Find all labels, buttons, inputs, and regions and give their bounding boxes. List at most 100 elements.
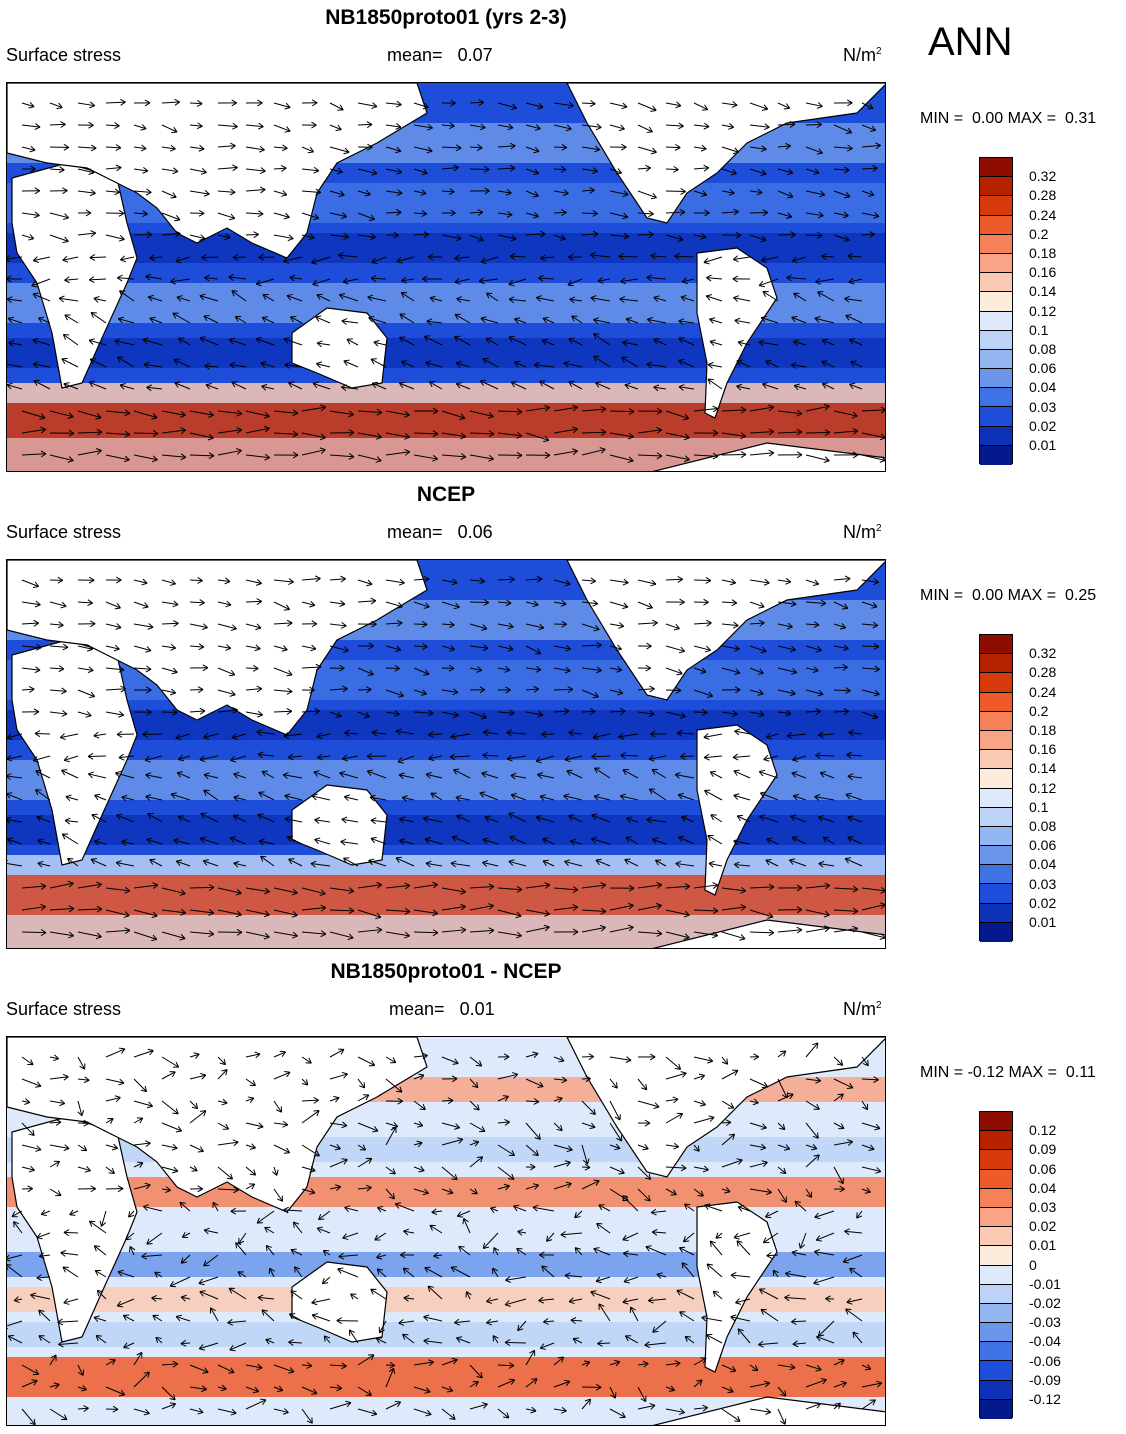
stress-arrow [121, 796, 135, 801]
stress-arrow [77, 1078, 90, 1081]
stress-arrowhead [793, 292, 800, 299]
stress-arrowhead [67, 857, 74, 864]
stress-arrow [581, 102, 596, 105]
stress-arrow [763, 755, 779, 761]
stress-arrowhead [369, 794, 376, 802]
stress-arrowhead [762, 209, 769, 217]
stress-arrow [169, 1276, 191, 1287]
stress-arrowhead [732, 255, 739, 263]
stress-arrow [21, 1380, 38, 1388]
stress-arrowhead [432, 909, 439, 917]
stress-arrowhead [567, 686, 574, 693]
stress-arrow [301, 1386, 318, 1395]
stress-arrowhead [479, 686, 486, 694]
stress-arrow [497, 145, 516, 148]
stress-arrow [618, 255, 639, 258]
stress-arrowhead [880, 886, 885, 894]
stress-arrow [212, 1202, 219, 1212]
stress-arrow [7, 819, 23, 823]
stress-arrow [509, 298, 527, 302]
stress-arrow [749, 601, 765, 608]
stress-arrow [342, 1232, 359, 1239]
stress-arrowhead [515, 911, 522, 919]
stress-arrow [245, 688, 262, 691]
stress-arrowhead [595, 123, 602, 131]
stress-arrowhead [121, 794, 128, 802]
stress-arrowhead [366, 769, 374, 776]
stress-arrow [480, 380, 499, 390]
stress-arrowhead [872, 164, 878, 172]
stress-arrowhead [38, 1335, 45, 1342]
stress-arrowhead [258, 838, 265, 846]
stress-arrowhead [791, 668, 798, 675]
stress-arrow [323, 1335, 331, 1344]
stress-arrowhead [760, 235, 767, 243]
stress-arrow [312, 278, 331, 286]
stress-arrowhead [879, 433, 885, 441]
stress-arrowhead [449, 1413, 456, 1420]
stress-arrow [283, 733, 303, 737]
stress-arrowhead [140, 1085, 148, 1093]
stress-arrow [649, 788, 667, 801]
stress-arrowhead [427, 123, 433, 131]
stress-arrow [105, 1386, 125, 1396]
stress-arrow [553, 601, 567, 605]
stress-arrow [385, 1056, 397, 1064]
stress-arrow [293, 1221, 303, 1234]
stress-arrow [284, 795, 303, 801]
stress-arrow [273, 124, 291, 132]
stress-arrowhead [758, 619, 765, 627]
stress-arrow [454, 278, 471, 283]
stress-arrowhead [583, 1360, 591, 1367]
stress-arrow [721, 711, 738, 715]
stress-arrow [534, 364, 555, 368]
stress-arrow [413, 1142, 423, 1146]
stress-arrow [133, 623, 154, 628]
stress-arrowhead [334, 1143, 341, 1151]
stress-arrow [119, 290, 135, 302]
stress-arrowhead [533, 361, 540, 369]
stress-arrow [413, 1100, 426, 1111]
stress-arrowhead [486, 292, 493, 299]
stress-arrow [805, 190, 825, 196]
stress-arrow [357, 600, 376, 603]
stress-arrow [765, 1210, 779, 1218]
stress-arrowhead [118, 1078, 125, 1086]
stress-arrowhead [341, 384, 347, 392]
stress-arrow [706, 295, 723, 302]
stress-arrowhead [333, 1096, 340, 1103]
panel-3-units-sup: 2 [876, 1000, 882, 1011]
stress-arrowhead [736, 359, 743, 366]
stress-arrow [273, 190, 287, 196]
stress-arrowhead [460, 926, 467, 934]
stress-arrow [665, 1056, 681, 1070]
panel-2-variable: Surface stress [6, 522, 122, 542]
stress-arrowhead [504, 1118, 510, 1126]
stress-arrowhead [120, 255, 127, 263]
stress-arrowhead [147, 294, 155, 302]
stress-arrow [721, 168, 737, 175]
stress-arrowhead [282, 1120, 289, 1128]
panel-1-units-sup: 2 [876, 46, 882, 57]
stress-arrowhead [485, 337, 492, 344]
stress-arrowhead [693, 1145, 700, 1152]
stress-arrow [62, 1266, 79, 1278]
stress-arrowhead [212, 1201, 219, 1209]
stress-arrow [67, 858, 79, 867]
stress-arrow [652, 1320, 667, 1333]
colorbar-tick-label: 0.01 [1029, 1237, 1057, 1254]
stress-arrowhead [678, 646, 686, 654]
stress-arrowhead [201, 1385, 207, 1393]
stress-arrowhead [447, 1097, 454, 1105]
stress-arrowhead [390, 1126, 397, 1134]
stress-arrow [539, 795, 555, 801]
stress-arrowhead [676, 729, 683, 737]
stress-arrow [329, 1097, 340, 1102]
stress-arrowhead [61, 687, 67, 695]
stress-arrow [33, 363, 51, 368]
stress-arrow [805, 601, 826, 604]
stress-arrow [357, 190, 371, 196]
land-mass [696, 247, 778, 419]
stress-arrowhead [198, 1344, 206, 1351]
stress-arrowhead [727, 1386, 734, 1394]
